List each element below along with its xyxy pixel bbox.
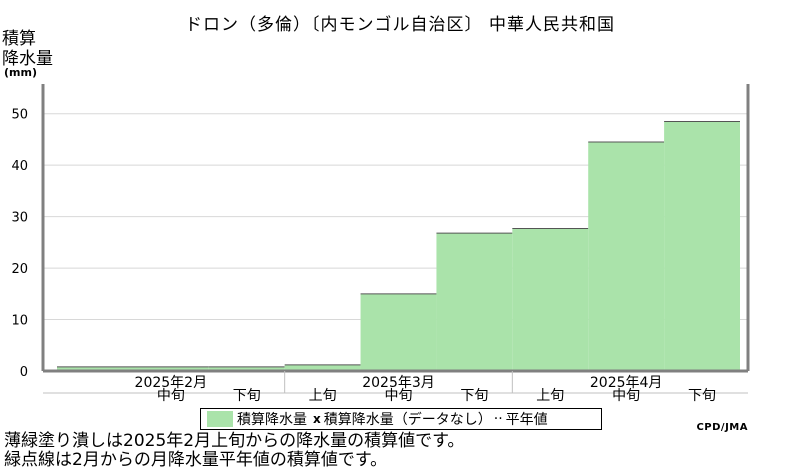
precip-bar [57, 366, 209, 371]
precip-bar [436, 233, 513, 371]
y-tick-label: 20 [11, 262, 28, 277]
y-axis-label-line1: 積算 [2, 29, 36, 49]
x-dekad-label: 下旬 [233, 388, 261, 404]
y-axis-unit: (mm) [4, 66, 37, 79]
y-tick-label: 10 [11, 314, 28, 329]
x-dekad-label: 下旬 [688, 388, 716, 404]
x-dekad-label: 中旬 [612, 388, 640, 404]
legend-nodata-label: 積算降水量（データなし） [323, 412, 492, 428]
footnote-2: 緑点線は2月からの月降水量平年値の積算値です。 [4, 450, 388, 470]
precip-bar [360, 293, 437, 371]
x-dekad-label: 上旬 [536, 388, 564, 404]
chart-title: ドロン（多倫）〔内モンゴル自治区〕 中華人民共和国 [185, 15, 615, 35]
precip-bar [588, 142, 665, 371]
legend-fill-swatch [207, 411, 233, 427]
legend-normal-label: 平年値 [505, 412, 548, 428]
x-dekad-label: 上旬 [309, 388, 337, 404]
precip-bar [512, 228, 589, 371]
x-month-label: 2025年3月 [362, 375, 435, 391]
legend-filled-label: 積算降水量 [237, 412, 307, 428]
y-tick-label: 30 [11, 211, 28, 226]
x-dekad-label: 下旬 [460, 388, 488, 404]
precip-bar [208, 366, 285, 371]
legend-nodata-marker: x [313, 412, 321, 426]
y-tick-label: 40 [11, 159, 28, 174]
credit-text: CPD/JMA [696, 422, 748, 433]
x-month-label: 2025年2月 [135, 375, 208, 391]
x-dekad-label: 中旬 [385, 388, 413, 404]
precip-bar [284, 364, 361, 371]
precip-bar [664, 121, 740, 371]
x-dekad-label: 中旬 [157, 388, 185, 404]
y-tick-label: 0 [20, 365, 28, 380]
footnote-1: 薄緑塗り潰しは2025年2月上旬からの降水量の積算値です。 [4, 431, 465, 451]
legend-normal-dash: ·· [493, 411, 503, 427]
legend: 積算降水量 x 積算降水量（データなし） ·· 平年値 [200, 408, 602, 430]
y-axis-label-line2: 降水量 [2, 49, 53, 69]
y-tick-label: 50 [11, 108, 28, 123]
x-month-label: 2025年4月 [590, 375, 663, 391]
